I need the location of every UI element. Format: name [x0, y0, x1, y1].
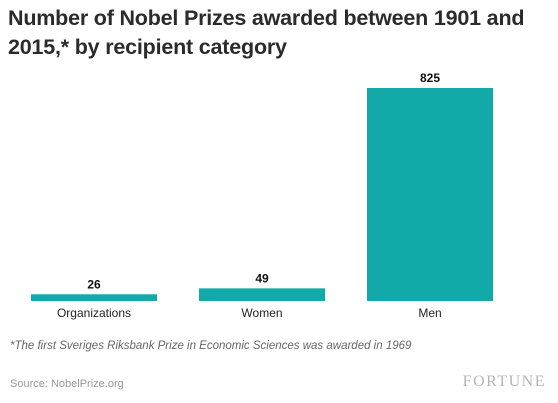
- value-label-men: 825: [420, 71, 440, 85]
- fortune-logo: FORTUNE: [462, 373, 546, 390]
- category-label-women: Women: [241, 306, 282, 320]
- bar-organizations: [31, 294, 157, 301]
- source-note: Source: NobelPrize.org: [10, 378, 124, 390]
- category-label-organizations: Organizations: [57, 306, 131, 320]
- category-label-men: Men: [418, 306, 441, 320]
- chart-title: Number of Nobel Prizes awarded between 1…: [8, 6, 525, 59]
- bar-chart: 26 Organizations 49 Women 825 Men: [31, 71, 493, 320]
- bar-women: [199, 288, 325, 301]
- footnote: *The first Sveriges Riksbank Prize in Ec…: [10, 340, 412, 352]
- value-label-organizations: 26: [87, 277, 101, 291]
- bar-men: [367, 88, 493, 301]
- value-label-women: 49: [255, 271, 269, 285]
